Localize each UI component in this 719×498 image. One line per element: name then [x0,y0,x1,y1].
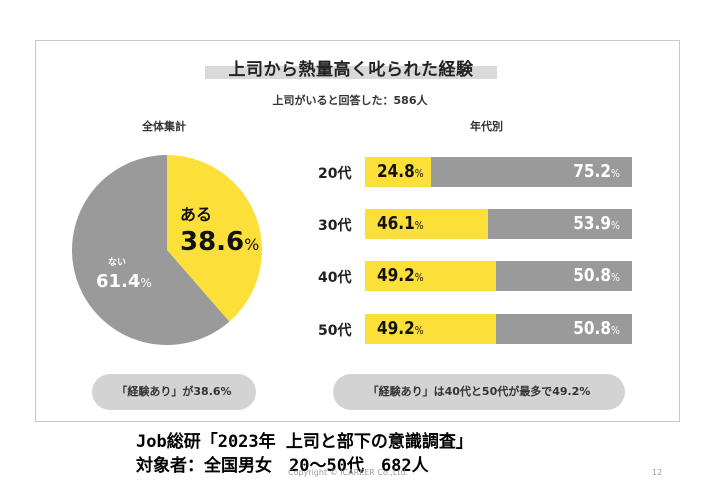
chart-title-block: 上司から熱量高く叱られた経験 [205,55,497,80]
summary-note-right: 「経験あり」は40代と50代が最多で49.2% [333,374,625,410]
age-group-label: 50代 [318,323,352,339]
chart-title: 上司から熱量高く叱られた経験 [228,60,474,80]
bar-segment-no: 49.2% 50.8% [365,261,632,291]
title-highlight-band [205,66,497,79]
pie-slice-value: 61.4% [96,271,152,292]
copyright-text: Copyright © ICAREER Co.,Ltd. [288,468,409,477]
bar-value-no: 75.2% [573,161,620,182]
bar-segment-no: 49.2% 50.8% [365,314,632,344]
bar-segment-yes [365,157,432,187]
pie-slice-no [71,155,230,345]
bar-value-no: 53.9% [573,213,620,234]
age-group-label: 40代 [318,270,352,286]
age-group-label: 20代 [318,166,352,182]
bar-value-yes: 49.2% [377,265,424,286]
bar-panel-label: 年代別 [470,120,503,133]
summary-note-left: 「経験あり」が38.6% [92,374,256,410]
bar-value-yes: 24.8% [377,161,424,182]
bar-value-no: 50.8% [573,318,620,339]
bar-value-no: 50.8% [573,265,620,286]
bar-row: 50代 49.2% 50.8% [318,314,632,344]
age-group-label: 30代 [318,218,352,234]
survey-target: 対象者：全国男女 20～50代 682人 [136,456,429,476]
pie-panel-label: 全体集計 [142,120,186,133]
pie-slice-yes [167,155,262,322]
bar-value-yes: 49.2% [377,318,424,339]
bar-segment-yes [365,209,489,239]
bar-value-yes: 46.1% [377,213,424,234]
chart-subtitle: 上司がいると回答した：586人 [272,94,428,107]
page-number: 12 [652,468,663,477]
survey-name: Job総研「2023年 上司と部下の意識調査」 [136,432,473,452]
bar-row: 30代 46.1% 53.9% [318,209,632,239]
pie-slice-name: ない [108,257,126,268]
bar-segment-no: 24.8% 75.2% [365,157,632,187]
bar-segment-no: 46.1% 53.9% [365,209,632,239]
bar-segment-yes [365,261,497,291]
bar-row: 20代 24.8% 75.2% [318,157,632,187]
pie-slice-name: ある [180,205,212,224]
bar-row: 40代 49.2% 50.8% [318,261,632,291]
bar-segment-yes [365,314,497,344]
